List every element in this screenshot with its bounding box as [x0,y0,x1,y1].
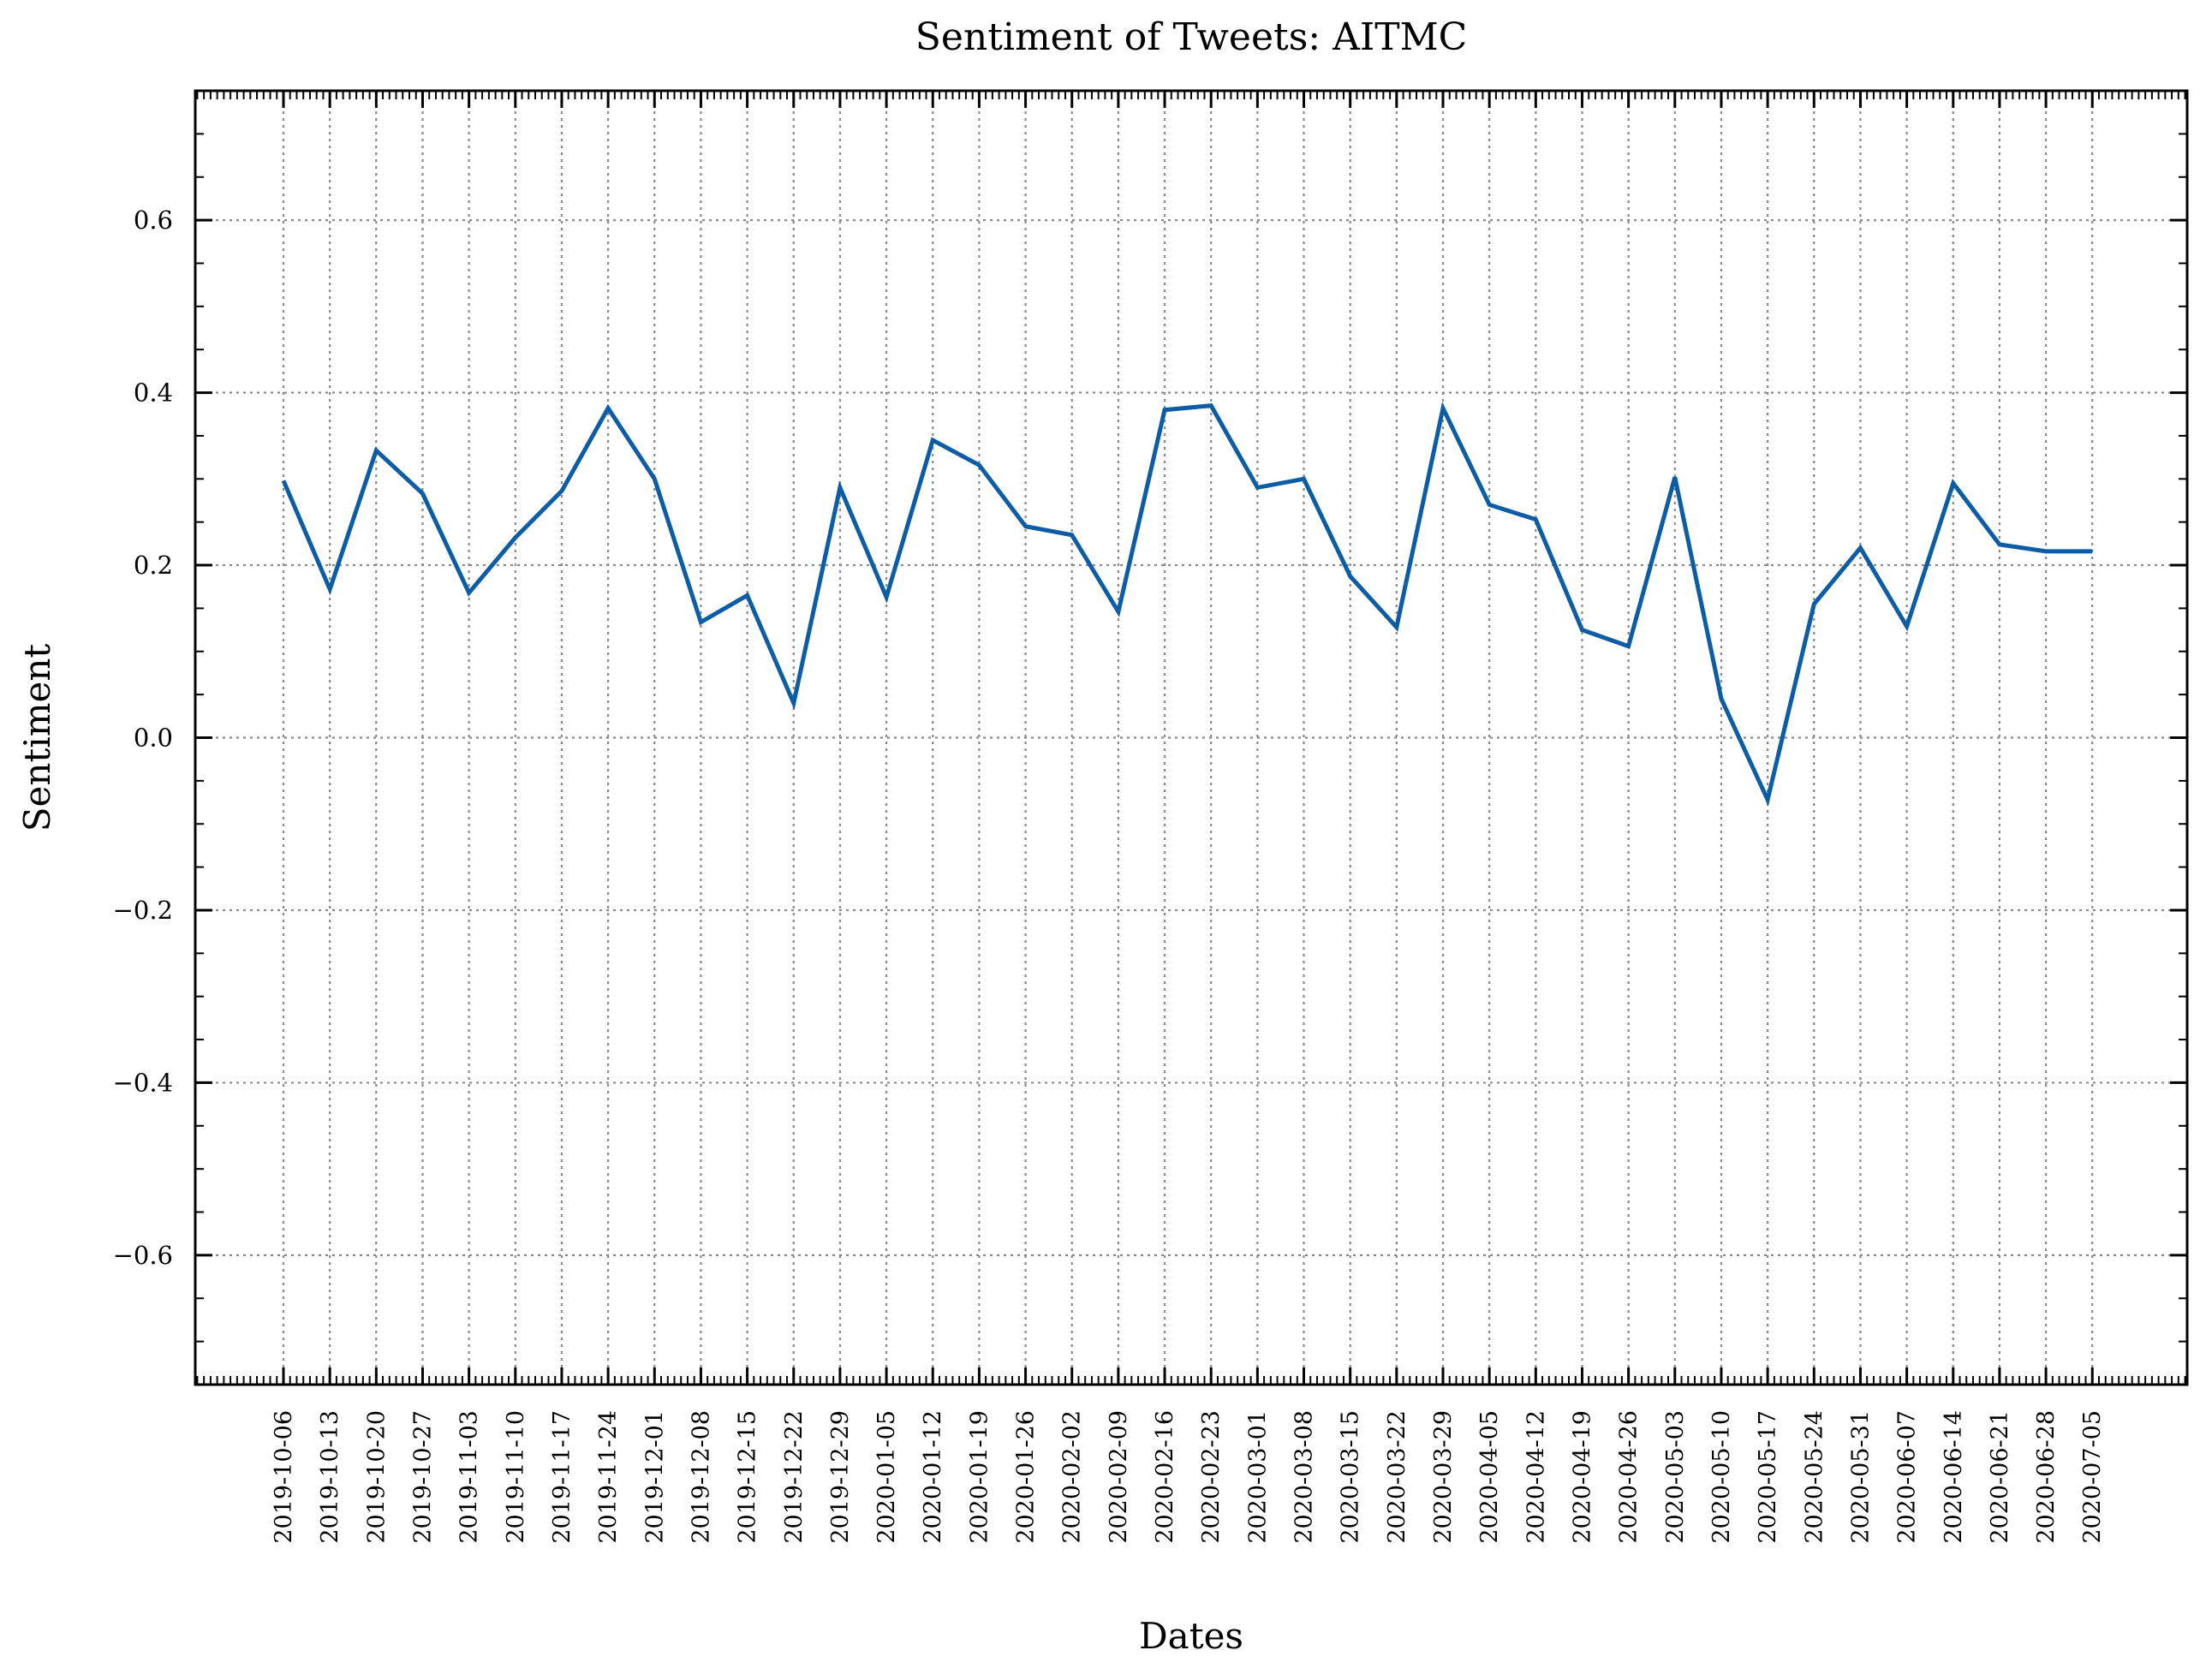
x-tick-label: 2019-11-10 [503,1410,529,1544]
y-tick-label: −0.2 [113,896,173,925]
x-tick-label: 2020-06-07 [1894,1410,1921,1544]
x-tick-label: 2019-10-20 [363,1410,390,1544]
y-tick-label: 0.6 [134,206,173,235]
x-tick-label: 2020-04-12 [1523,1410,1549,1544]
y-tick-labels: −0.6 −0.4 −0.2 0.0 0.2 0.4 0.6 [113,206,173,1270]
x-tick-label: 2020-03-08 [1291,1410,1318,1544]
chart-title: Sentiment of Tweets: AITMC [915,15,1468,59]
x-tick-label: 2019-12-22 [781,1410,808,1544]
x-axis-label: Dates [1139,1615,1243,1657]
x-tick-label: 2019-11-24 [595,1410,622,1544]
x-tick-label: 2020-03-15 [1338,1410,1364,1544]
x-tick-label: 2020-01-26 [1013,1410,1040,1544]
x-tick-labels: 2019-10-06 2019-10-13 2019-10-20 2019-10-27… [271,1410,2106,1544]
x-tick-label: 2019-10-06 [271,1410,297,1544]
x-tick-label: 2020-01-12 [920,1410,946,1544]
y-axis-label: Sentiment [16,644,58,832]
x-tick-label: 2020-01-19 [966,1410,993,1544]
x-tick-label: 2020-04-19 [1569,1410,1595,1544]
major-ticks [195,91,2187,1385]
x-tick-label: 2019-12-08 [688,1410,714,1544]
x-tick-label: 2020-03-22 [1384,1410,1410,1544]
x-tick-label: 2020-02-23 [1198,1410,1225,1544]
x-tick-label: 2020-02-16 [1152,1410,1178,1544]
x-tick-label: 2019-11-17 [549,1410,575,1544]
x-tick-label: 2020-02-02 [1059,1410,1086,1544]
y-tick-label: −0.6 [113,1241,173,1270]
y-tick-label: 0.4 [134,378,173,408]
x-tick-label: 2019-12-15 [735,1410,761,1544]
x-tick-label: 2020-03-01 [1244,1410,1271,1544]
x-tick-label: 2019-10-13 [317,1410,343,1544]
x-tick-label: 2020-05-03 [1662,1410,1689,1544]
x-tick-label: 2020-05-31 [1847,1410,1874,1544]
x-tick-label: 2020-04-05 [1476,1410,1503,1544]
x-tick-label: 2020-06-14 [1941,1410,1967,1544]
x-tick-label: 2019-12-29 [827,1410,854,1544]
x-tick-label: 2019-11-03 [456,1410,483,1544]
x-tick-label: 2020-05-17 [1755,1410,1781,1544]
grid-lines [195,91,2187,1385]
y-tick-label: 0.0 [134,724,173,753]
series-line [281,402,2093,807]
x-tick-label: 2019-10-27 [409,1410,436,1544]
x-tick-label: 2020-06-21 [1987,1410,2013,1544]
y-tick-label: −0.4 [113,1068,173,1097]
x-tick-label: 2020-02-09 [1106,1410,1132,1544]
x-tick-label: 2020-07-05 [2079,1410,2106,1544]
x-tick-label: 2020-03-29 [1430,1410,1457,1544]
plot-frame [194,89,2189,1386]
minor-ticks [195,90,2187,1385]
x-tick-label: 2020-01-05 [873,1410,900,1544]
x-tick-label: 2020-06-28 [2033,1410,2060,1544]
y-tick-label: 0.2 [134,551,173,580]
x-tick-label: 2019-12-01 [641,1410,668,1544]
x-tick-label: 2020-05-10 [1708,1410,1735,1544]
x-tick-label: 2020-04-26 [1616,1410,1643,1544]
x-tick-label: 2020-05-24 [1801,1410,1827,1544]
